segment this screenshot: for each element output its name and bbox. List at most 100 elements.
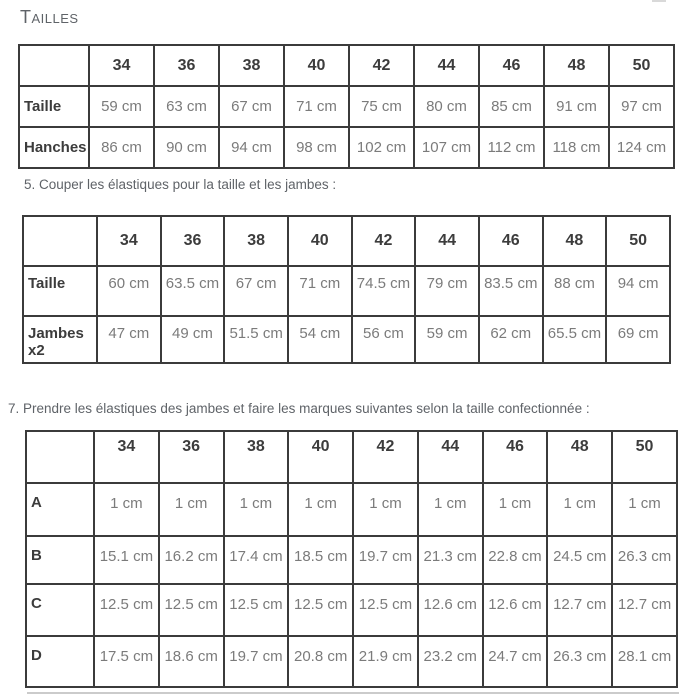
value-cell: 12.6 cm	[481, 583, 549, 637]
table-row: B 15.1 cm 16.2 cm 17.4 cm 18.5 cm 19.7 cm 21.3…	[25, 535, 678, 585]
size-col-header: 44	[416, 430, 484, 484]
corner-cell	[25, 430, 95, 484]
row-label: B	[25, 535, 95, 585]
value-cell: 124 cm	[608, 126, 675, 169]
value-cell: 63.5 cm	[159, 265, 226, 317]
value-cell: 28.1 cm	[611, 635, 678, 688]
value-cell: 51.5 cm	[223, 315, 289, 364]
value-cell: 49 cm	[159, 315, 226, 364]
value-cell: 1 cm	[157, 482, 225, 537]
value-cell: 17.5 cm	[93, 635, 160, 688]
value-cell: 24.5 cm	[546, 535, 614, 585]
size-col-header: 44	[413, 44, 480, 87]
size-col-header: 50	[605, 215, 671, 267]
size-col-header: 34	[93, 430, 160, 484]
value-cell: 67 cm	[218, 85, 285, 128]
value-cell: 98 cm	[283, 126, 350, 169]
table-row: Taille 59 cm 63 cm 67 cm 71 cm 75 cm 80 cm 85 c…	[18, 85, 675, 128]
value-cell: 85 cm	[478, 85, 545, 128]
value-cell: 18.5 cm	[287, 535, 355, 585]
value-cell: 102 cm	[348, 126, 415, 169]
row-label: D	[25, 635, 95, 688]
table-row: D 17.5 cm 18.6 cm 19.7 cm 20.8 cm 21.9 cm 23.2…	[25, 635, 678, 688]
size-col-header: 48	[546, 430, 614, 484]
value-cell: 1 cm	[481, 482, 549, 537]
row-label: Taille	[22, 265, 98, 317]
value-cell: 88 cm	[541, 265, 608, 317]
value-cell: 60 cm	[96, 265, 162, 317]
size-col-header: 50	[611, 430, 678, 484]
size-col-header: 36	[157, 430, 225, 484]
value-cell: 1 cm	[416, 482, 484, 537]
page-title: Tailles	[20, 7, 79, 27]
value-cell: 19.7 cm	[222, 635, 290, 688]
value-cell: 12.7 cm	[546, 583, 614, 637]
value-cell: 26.3 cm	[611, 535, 678, 585]
value-cell: 12.5 cm	[157, 583, 225, 637]
table-row: C 12.5 cm 12.5 cm 12.5 cm 12.5 cm 12.5 cm 12.6…	[25, 583, 678, 637]
value-cell: 21.3 cm	[416, 535, 484, 585]
row-label: Taille	[18, 85, 90, 128]
size-col-header: 38	[218, 44, 285, 87]
size-col-header: 48	[543, 44, 610, 87]
value-cell: 23.2 cm	[416, 635, 484, 688]
value-cell: 59 cm	[414, 315, 480, 364]
value-cell: 1 cm	[546, 482, 614, 537]
table-row: Hanches 86 cm 90 cm 94 cm 98 cm 102 cm 107 cm 1…	[18, 126, 675, 169]
row-label: Jambes x2	[22, 315, 98, 364]
value-cell: 12.5 cm	[222, 583, 290, 637]
value-cell: 24.7 cm	[481, 635, 549, 688]
value-cell: 80 cm	[413, 85, 480, 128]
corner-cell	[18, 44, 90, 87]
size-col-header: 42	[350, 215, 417, 267]
row-label: C	[25, 583, 95, 637]
value-cell: 90 cm	[153, 126, 220, 169]
value-cell: 1 cm	[222, 482, 290, 537]
value-cell: 12.5 cm	[287, 583, 355, 637]
value-cell: 112 cm	[478, 126, 545, 169]
value-cell: 12.5 cm	[352, 583, 419, 637]
table-row: Jambes x2 47 cm 49 cm 51.5 cm 54 cm 56 cm 59 c…	[22, 315, 671, 364]
elastic-lengths-table: 34 36 38 40 42 44 46 48 50 Taille 60 cm 63.5 cm 67 c…	[22, 215, 671, 364]
value-cell: 63 cm	[153, 85, 220, 128]
value-cell: 67 cm	[223, 265, 289, 317]
row-label: Hanches	[18, 126, 90, 169]
value-cell: 86 cm	[88, 126, 155, 169]
size-header-row: 34 36 38 40 42 44 46 48 50	[18, 44, 675, 87]
value-cell: 15.1 cm	[93, 535, 160, 585]
size-col-header: 38	[222, 430, 290, 484]
size-col-header: 46	[477, 215, 544, 267]
value-cell: 47 cm	[96, 315, 162, 364]
value-cell: 1 cm	[352, 482, 419, 537]
size-col-header: 42	[348, 44, 415, 87]
value-cell: 71 cm	[283, 85, 350, 128]
value-cell: 79 cm	[414, 265, 480, 317]
value-cell: 91 cm	[543, 85, 610, 128]
value-cell: 1 cm	[93, 482, 160, 537]
value-cell: 16.2 cm	[157, 535, 225, 585]
value-cell: 1 cm	[287, 482, 355, 537]
value-cell: 20.8 cm	[287, 635, 355, 688]
size-col-header: 40	[286, 215, 353, 267]
size-col-header: 38	[223, 215, 289, 267]
size-col-header: 42	[352, 430, 419, 484]
value-cell: 56 cm	[350, 315, 417, 364]
value-cell: 12.5 cm	[93, 583, 160, 637]
size-col-header: 40	[283, 44, 350, 87]
value-cell: 18.6 cm	[157, 635, 225, 688]
value-cell: 1 cm	[611, 482, 678, 537]
size-col-header: 36	[159, 215, 226, 267]
value-cell: 54 cm	[286, 315, 353, 364]
value-cell: 94 cm	[605, 265, 671, 317]
corner-cell	[22, 215, 98, 267]
value-cell: 26.3 cm	[546, 635, 614, 688]
size-col-header: 34	[96, 215, 162, 267]
size-col-header: 46	[481, 430, 549, 484]
measurements-table: 34 36 38 40 42 44 46 48 50 Taille 59 cm 63 cm 67 cm 7…	[18, 44, 675, 169]
size-col-header: 36	[153, 44, 220, 87]
row-label: A	[25, 482, 95, 537]
step-5-instruction: 5. Couper les élastiques pour la taille …	[24, 177, 337, 192]
value-cell: 71 cm	[286, 265, 353, 317]
value-cell: 17.4 cm	[222, 535, 290, 585]
